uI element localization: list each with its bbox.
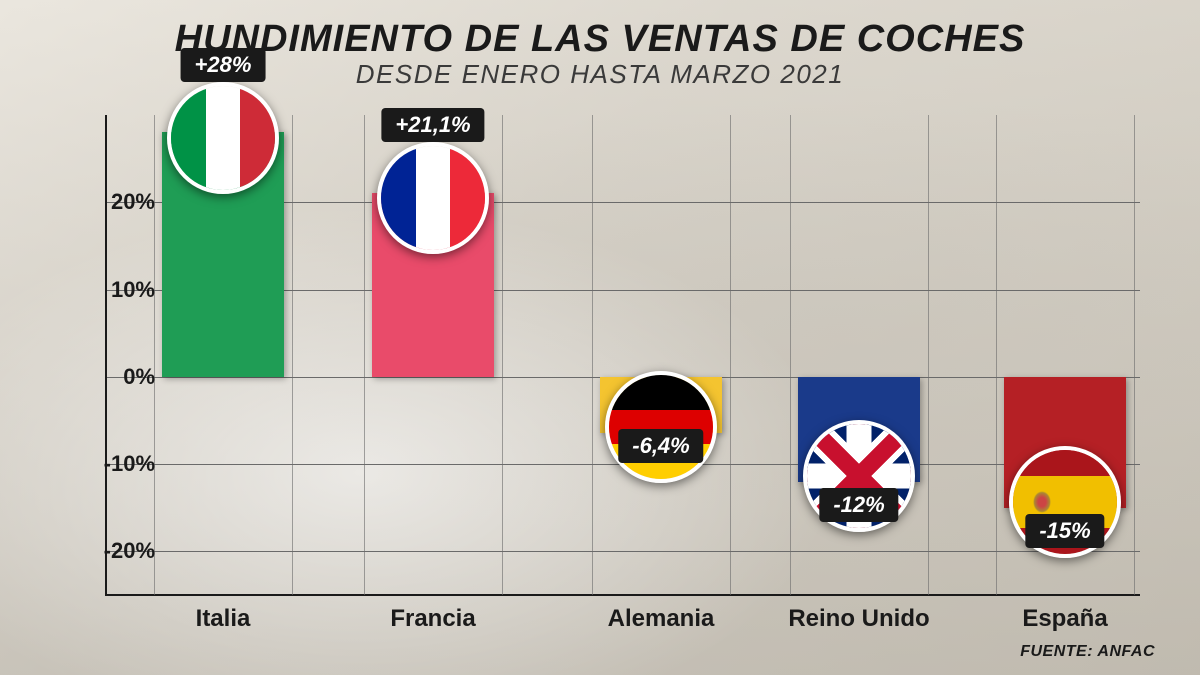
source-label: FUENTE: ANFAC — [1020, 643, 1155, 661]
y-axis-label: 10% — [111, 277, 155, 303]
chart-container: HUNDIMIENTO DE LAS VENTAS DE COCHES DESD… — [0, 0, 1200, 675]
value-badge: +21,1% — [381, 108, 484, 142]
value-badge: +28% — [181, 48, 266, 82]
x-axis-label: Italia — [196, 605, 251, 633]
chart-plot-area: +28%+21,1%-6,4%-12%-15% — [105, 115, 1140, 595]
x-axis-label: Reino Unido — [788, 605, 929, 633]
gridline-v — [502, 115, 503, 595]
gridline-v — [1134, 115, 1135, 595]
value-badge: -12% — [819, 488, 898, 522]
y-axis-line — [105, 115, 107, 595]
gridline-v — [154, 115, 155, 595]
y-axis-label: 20% — [111, 189, 155, 215]
gridline-v — [292, 115, 293, 595]
italia-flag-icon — [167, 82, 279, 194]
y-axis-label: -20% — [104, 538, 155, 564]
gridline-v — [730, 115, 731, 595]
gridline-v — [928, 115, 929, 595]
x-axis-label: España — [1022, 605, 1107, 633]
alemania-flag-icon — [605, 371, 717, 483]
francia-flag-icon — [377, 142, 489, 254]
gridline-v — [790, 115, 791, 595]
value-badge: -6,4% — [618, 429, 703, 463]
gridline-h — [105, 551, 1140, 552]
y-axis-label: -10% — [104, 451, 155, 477]
gridline-v — [592, 115, 593, 595]
value-badge: -15% — [1025, 514, 1104, 548]
y-axis-label: 0% — [123, 364, 155, 390]
gridline-v — [996, 115, 997, 595]
x-axis-label: Francia — [390, 605, 475, 633]
x-axis-line — [105, 594, 1140, 596]
gridline-v — [364, 115, 365, 595]
x-axis-label: Alemania — [608, 605, 715, 633]
